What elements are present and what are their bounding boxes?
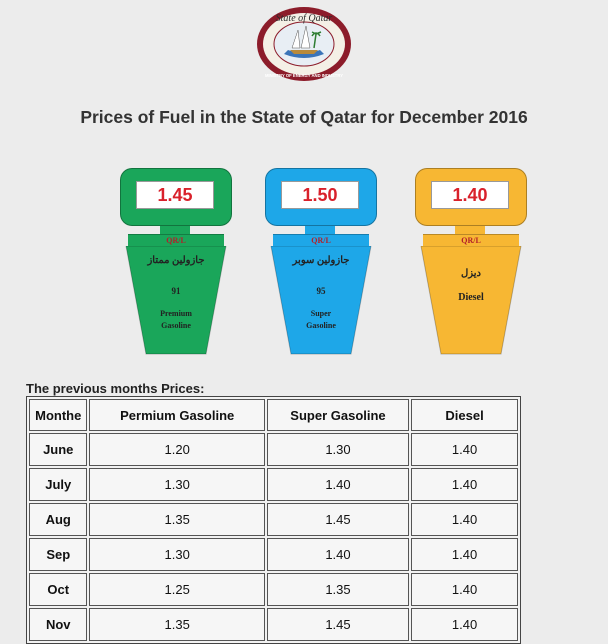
month-cell: June [29, 433, 88, 466]
month-cell: Nov [29, 608, 88, 641]
ministry-seal: State of Qatar MINISTRY OF ENERGY AND IN… [254, 4, 354, 84]
pump-octane: 91 [171, 286, 181, 296]
table-row: Sep 1.30 1.40 1.40 [29, 538, 518, 571]
pump-arabic-name: ديزل [460, 268, 482, 279]
pump-body [270, 246, 372, 355]
diesel-cell: 1.40 [411, 573, 518, 606]
header-diesel: Diesel [411, 399, 518, 431]
pump-body [420, 246, 522, 355]
premium-cell: 1.30 [89, 468, 265, 501]
pump-price: 1.45 [136, 181, 214, 209]
page-title: Prices of Fuel in the State of Qatar for… [80, 107, 528, 127]
diesel-cell: 1.40 [411, 503, 518, 536]
pump-neck [305, 226, 335, 234]
diesel-cell: 1.40 [411, 433, 518, 466]
premium-cell: 1.35 [89, 608, 265, 641]
pump-neck [455, 226, 485, 234]
super-cell: 1.35 [266, 573, 410, 606]
super-cell: 1.45 [266, 503, 410, 536]
diesel-cell: 1.40 [411, 538, 518, 571]
super-cell: 1.40 [266, 468, 410, 501]
header-premium: Permium Gasoline [89, 399, 265, 431]
month-cell: July [29, 468, 88, 501]
pump-price: 1.40 [431, 181, 509, 209]
table-row: Nov 1.35 1.45 1.40 [29, 608, 518, 641]
pump-octane: 95 [316, 286, 326, 296]
table-row: July 1.30 1.40 1.40 [29, 468, 518, 501]
super-cell: 1.45 [266, 608, 410, 641]
premium-cell: 1.20 [89, 433, 265, 466]
month-cell: Aug [29, 503, 88, 536]
header-super: Super Gasoline [266, 399, 410, 431]
pump-neck [160, 226, 190, 234]
premium-cell: 1.35 [89, 503, 265, 536]
diesel-cell: 1.40 [411, 608, 518, 641]
pump-body [125, 246, 227, 355]
premium-cell: 1.30 [89, 538, 265, 571]
header-month: Monthe [29, 399, 88, 431]
previous-prices-table: Monthe Permium Gasoline Super Gasoline D… [26, 396, 521, 644]
pump-name: Diesel [458, 292, 484, 303]
table-row: Oct 1.25 1.35 1.40 [29, 573, 518, 606]
table-row: Aug 1.35 1.45 1.40 [29, 503, 518, 536]
table-header-row: Monthe Permium Gasoline Super Gasoline D… [29, 399, 518, 431]
pump-arabic-name: جازولين سوبر [292, 255, 350, 266]
pump-name: Premium Gasoline [160, 309, 192, 330]
diesel-cell: 1.40 [411, 468, 518, 501]
month-cell: Sep [29, 538, 88, 571]
previous-months-heading: The previous months Prices: [26, 381, 205, 396]
premium-cell: 1.25 [89, 573, 265, 606]
seal-bottom-text: MINISTRY OF ENERGY AND INDUSTRY [265, 73, 343, 78]
pump-arabic-name: جازولين ممتاز [147, 255, 205, 266]
pump-name: Super Gasoline [306, 309, 336, 330]
super-cell: 1.40 [266, 538, 410, 571]
super-cell: 1.30 [266, 433, 410, 466]
table-row: June 1.20 1.30 1.40 [29, 433, 518, 466]
month-cell: Oct [29, 573, 88, 606]
seal-top-text: State of Qatar [276, 13, 333, 24]
pump-price: 1.50 [281, 181, 359, 209]
